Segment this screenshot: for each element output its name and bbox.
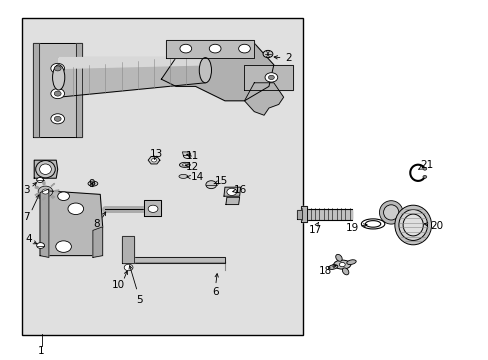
Polygon shape <box>51 195 55 198</box>
Text: 5: 5 <box>136 294 142 305</box>
Polygon shape <box>76 43 82 137</box>
Text: 18: 18 <box>318 266 331 276</box>
Ellipse shape <box>339 262 345 267</box>
Text: 19: 19 <box>345 223 358 233</box>
Ellipse shape <box>91 183 95 185</box>
Circle shape <box>58 192 69 201</box>
Polygon shape <box>34 160 58 178</box>
Circle shape <box>268 75 274 80</box>
Polygon shape <box>59 58 205 68</box>
Circle shape <box>56 241 71 252</box>
Ellipse shape <box>40 164 51 175</box>
Text: 12: 12 <box>185 162 199 172</box>
Text: 1: 1 <box>38 346 45 356</box>
Circle shape <box>37 243 44 248</box>
Ellipse shape <box>398 210 427 240</box>
Text: 2: 2 <box>285 53 292 63</box>
Text: 16: 16 <box>233 185 247 195</box>
Polygon shape <box>33 43 82 137</box>
Circle shape <box>226 188 236 195</box>
Ellipse shape <box>53 65 64 90</box>
Polygon shape <box>122 236 134 263</box>
Circle shape <box>54 66 61 71</box>
Circle shape <box>148 205 158 212</box>
Polygon shape <box>161 43 273 101</box>
Polygon shape <box>54 190 59 192</box>
Polygon shape <box>297 210 302 219</box>
Polygon shape <box>35 186 39 189</box>
Polygon shape <box>40 191 102 256</box>
Circle shape <box>264 73 277 82</box>
Polygon shape <box>43 197 45 200</box>
Circle shape <box>238 44 250 53</box>
Text: 10: 10 <box>112 280 124 291</box>
Polygon shape <box>166 40 254 58</box>
Ellipse shape <box>179 175 187 179</box>
Polygon shape <box>51 183 55 186</box>
Text: 3: 3 <box>23 185 30 195</box>
Text: 9: 9 <box>88 179 95 189</box>
Circle shape <box>54 116 61 121</box>
Ellipse shape <box>42 189 49 194</box>
Ellipse shape <box>179 162 190 167</box>
Circle shape <box>37 177 43 183</box>
Text: 17: 17 <box>308 225 322 235</box>
Polygon shape <box>300 211 351 218</box>
Circle shape <box>54 91 61 96</box>
Ellipse shape <box>342 268 348 275</box>
Ellipse shape <box>333 260 350 269</box>
Ellipse shape <box>383 205 398 220</box>
Polygon shape <box>300 206 306 222</box>
Polygon shape <box>40 189 49 257</box>
Ellipse shape <box>379 201 402 224</box>
Circle shape <box>124 264 133 271</box>
Circle shape <box>180 44 191 53</box>
Ellipse shape <box>182 164 187 166</box>
Circle shape <box>209 44 221 53</box>
Text: 6: 6 <box>211 287 218 297</box>
Polygon shape <box>148 157 160 164</box>
Circle shape <box>68 203 83 215</box>
Circle shape <box>51 114 64 124</box>
Text: 7: 7 <box>23 212 30 222</box>
Polygon shape <box>43 182 45 185</box>
Polygon shape <box>244 83 283 115</box>
Ellipse shape <box>36 161 55 178</box>
Polygon shape <box>33 43 39 137</box>
Circle shape <box>422 175 426 178</box>
Ellipse shape <box>328 265 337 269</box>
Text: 11: 11 <box>185 150 199 161</box>
Polygon shape <box>122 238 224 263</box>
Polygon shape <box>35 193 39 195</box>
Text: 15: 15 <box>214 176 228 186</box>
Polygon shape <box>225 197 239 204</box>
Text: 21: 21 <box>419 159 432 170</box>
Ellipse shape <box>402 214 423 236</box>
Ellipse shape <box>38 186 53 197</box>
Circle shape <box>151 158 156 162</box>
Polygon shape <box>224 187 240 196</box>
Polygon shape <box>59 58 205 97</box>
Circle shape <box>263 50 272 58</box>
Polygon shape <box>144 200 161 216</box>
Ellipse shape <box>199 58 211 83</box>
Ellipse shape <box>335 255 342 261</box>
Circle shape <box>51 63 64 73</box>
Circle shape <box>51 89 64 99</box>
Text: 4: 4 <box>25 234 32 244</box>
Polygon shape <box>244 65 293 90</box>
Polygon shape <box>182 152 190 156</box>
Text: 14: 14 <box>190 172 203 183</box>
Circle shape <box>422 167 426 170</box>
Text: 20: 20 <box>429 221 442 231</box>
Text: 13: 13 <box>149 149 163 159</box>
Ellipse shape <box>346 260 355 265</box>
Polygon shape <box>93 227 102 257</box>
Polygon shape <box>300 209 351 220</box>
Text: 8: 8 <box>93 219 100 229</box>
Bar <box>22 18 303 335</box>
Ellipse shape <box>88 181 98 186</box>
Circle shape <box>205 181 216 189</box>
Ellipse shape <box>394 205 430 245</box>
